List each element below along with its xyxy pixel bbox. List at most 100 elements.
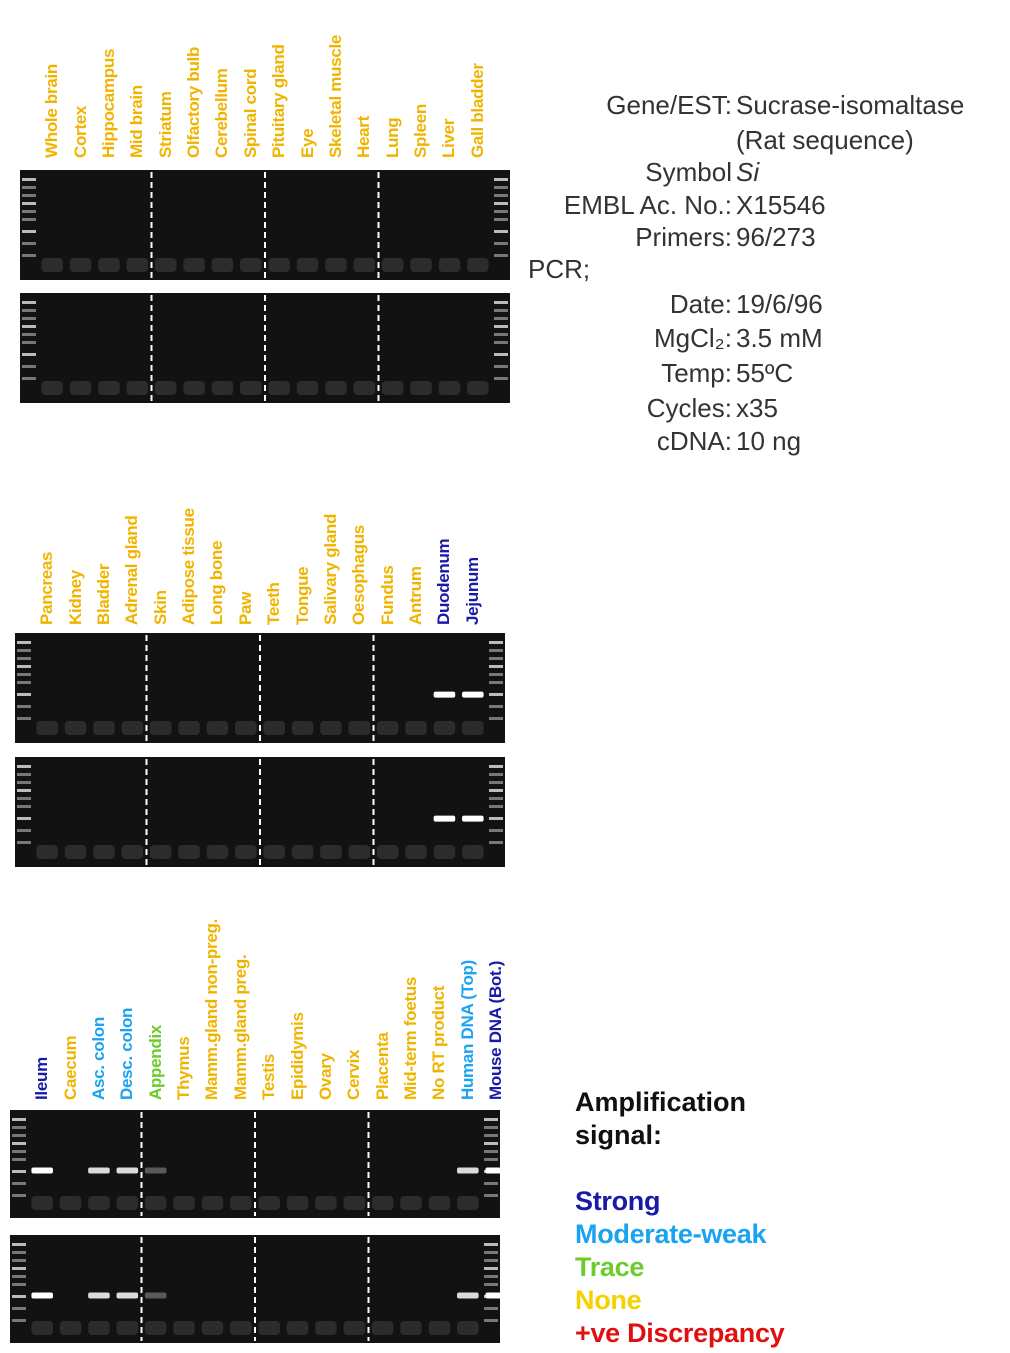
info-heading: PCR; [528, 254, 591, 284]
primer-smear [263, 721, 285, 735]
primer-smear [240, 381, 262, 395]
ladder-band [12, 1259, 26, 1262]
primer-smear [93, 721, 115, 735]
ladder-band [489, 641, 503, 644]
lane-label: Testis [259, 1053, 279, 1100]
primer-smear [149, 721, 172, 735]
ladder-band [494, 186, 508, 189]
lane-label: Thymus [174, 1036, 194, 1100]
lane-label: Oesophagus [349, 525, 369, 625]
lane-label: Cortex [70, 105, 90, 158]
ladder-band [12, 1158, 26, 1161]
primer-smear [144, 1321, 167, 1335]
ladder-band [12, 1118, 26, 1121]
gel [10, 1235, 500, 1343]
band [485, 1292, 500, 1299]
info-value: X15546 [736, 190, 826, 220]
ladder-band [489, 717, 503, 720]
lane-label: Skeletal muscle [325, 34, 345, 158]
ladder-band [494, 325, 508, 328]
primer-smear [258, 1196, 280, 1210]
ladder-band [494, 210, 508, 213]
ladder-band [484, 1283, 498, 1286]
primer-smear [405, 845, 427, 859]
info-key: Date: [669, 289, 732, 319]
ladder-band [22, 218, 36, 221]
lane-label: Kidney [65, 570, 85, 625]
lane-label: Adipose tissue [179, 508, 199, 625]
ladder-band [484, 1275, 498, 1278]
primer-smear [348, 721, 371, 735]
primer-smear [36, 721, 58, 735]
primer-smear [88, 1196, 110, 1210]
primer-smear [400, 1321, 422, 1335]
ladder-band [494, 333, 508, 336]
lane-label: Lung [382, 117, 402, 158]
primer-smear [296, 381, 319, 395]
ladder-band [494, 202, 508, 205]
ladder-band [12, 1267, 26, 1270]
primer-smear [235, 845, 257, 859]
ladder-band [484, 1307, 498, 1310]
lane-label: Antrum [406, 566, 426, 625]
ladder-band [22, 242, 36, 245]
primer-smear [240, 258, 262, 272]
ladder-band [494, 301, 508, 304]
lane-label: Human DNA (Top) [457, 960, 477, 1100]
lane-label: Liver [439, 118, 459, 158]
primer-smear [59, 1321, 82, 1335]
info-key: Temp: [661, 358, 732, 388]
ladder-band [494, 218, 508, 221]
ladder-band [17, 649, 31, 652]
ladder-band [17, 841, 31, 844]
band [457, 1167, 479, 1174]
lane-label: Mamm.gland non-preg. [202, 918, 222, 1100]
primer-smear [325, 258, 347, 272]
ladder-band [484, 1150, 498, 1153]
lane-label: Jejunum [462, 557, 482, 625]
lane-label: Gall bladder [467, 63, 487, 158]
ladder-band [12, 1275, 26, 1278]
band [88, 1292, 110, 1299]
primer-smear [144, 1196, 167, 1210]
ladder-band [17, 665, 31, 668]
primer-smear [41, 381, 63, 395]
ladder-band [22, 333, 36, 336]
band [31, 1167, 53, 1174]
primer-smear [438, 381, 461, 395]
info-value: 10 ng [736, 426, 802, 456]
ladder-band [17, 789, 31, 792]
lane-label: Cerebellum [212, 68, 232, 158]
info-key: MgCl₂: [654, 323, 732, 353]
info-value: 55ºC [736, 358, 794, 388]
primer-smear [296, 258, 319, 272]
ladder-band [12, 1251, 26, 1254]
ladder-band [22, 178, 36, 181]
primer-smear [348, 845, 371, 859]
ladder-band [17, 817, 31, 820]
primer-smear [381, 258, 404, 272]
ladder-band [484, 1182, 498, 1185]
primer-smear [211, 381, 234, 395]
ladder-band [17, 781, 31, 784]
primer-smear [121, 845, 144, 859]
primer-smear [410, 381, 432, 395]
primer-smear [405, 721, 427, 735]
lane-label: Adrenal gland [122, 515, 142, 625]
ladder-band [17, 805, 31, 808]
ladder-band [484, 1267, 498, 1270]
lane-label: Ileum [32, 1057, 52, 1100]
ladder-band [17, 657, 31, 660]
ladder-band [484, 1251, 498, 1254]
lane-label: Paw [235, 591, 255, 625]
ladder-band [12, 1243, 26, 1246]
ladder-band [494, 230, 508, 233]
info-value: 19/6/96 [736, 289, 823, 319]
ladder-band [489, 829, 503, 832]
primer-smear [315, 1321, 337, 1335]
ladder-band [12, 1134, 26, 1137]
info-value: 96/273 [736, 222, 816, 252]
ladder-band [17, 829, 31, 832]
band [31, 1292, 53, 1299]
info-value: Sucrase-isomaltase [736, 90, 965, 120]
